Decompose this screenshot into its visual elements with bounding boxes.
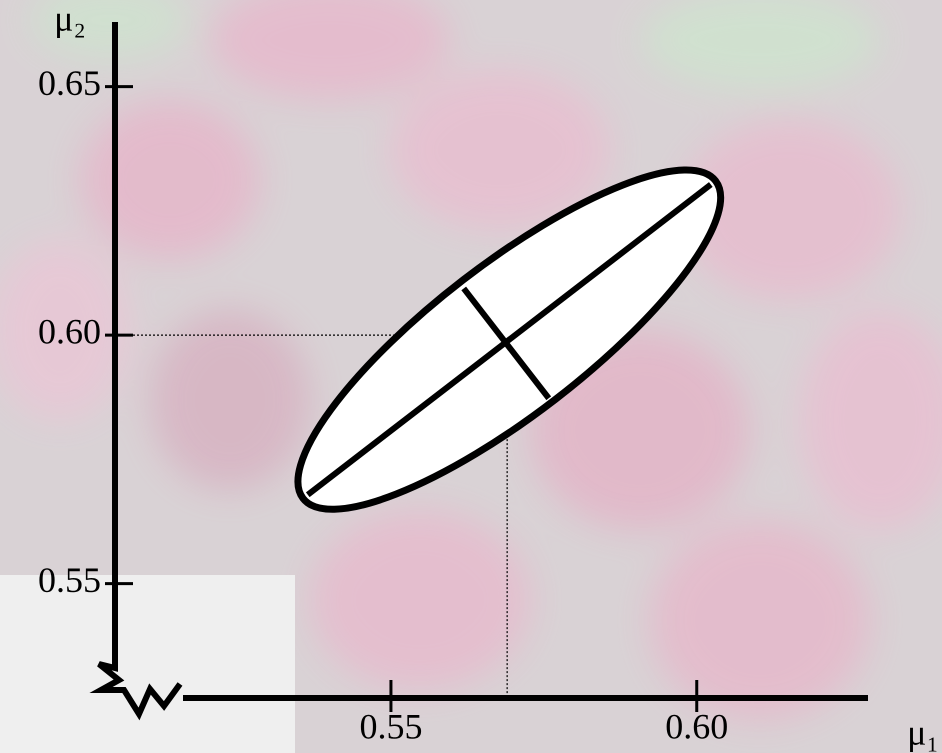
x-tick-label: 0.60 xyxy=(665,706,728,746)
y-tick-label: 0.55 xyxy=(38,560,101,600)
y-tick-label: 0.60 xyxy=(38,311,101,351)
x-axis-label: μ₁ xyxy=(907,712,939,752)
page: {"chart_data": { "type": "ellipse", "x_l… xyxy=(0,0,942,753)
y-tick-label: 0.65 xyxy=(38,63,101,103)
x-tick-label: 0.55 xyxy=(359,706,422,746)
chart: μ₂ μ₁ 0.55 0.60 0.65 0.55 0.60 xyxy=(0,0,942,753)
y-axis-label: μ₂ xyxy=(54,0,86,38)
